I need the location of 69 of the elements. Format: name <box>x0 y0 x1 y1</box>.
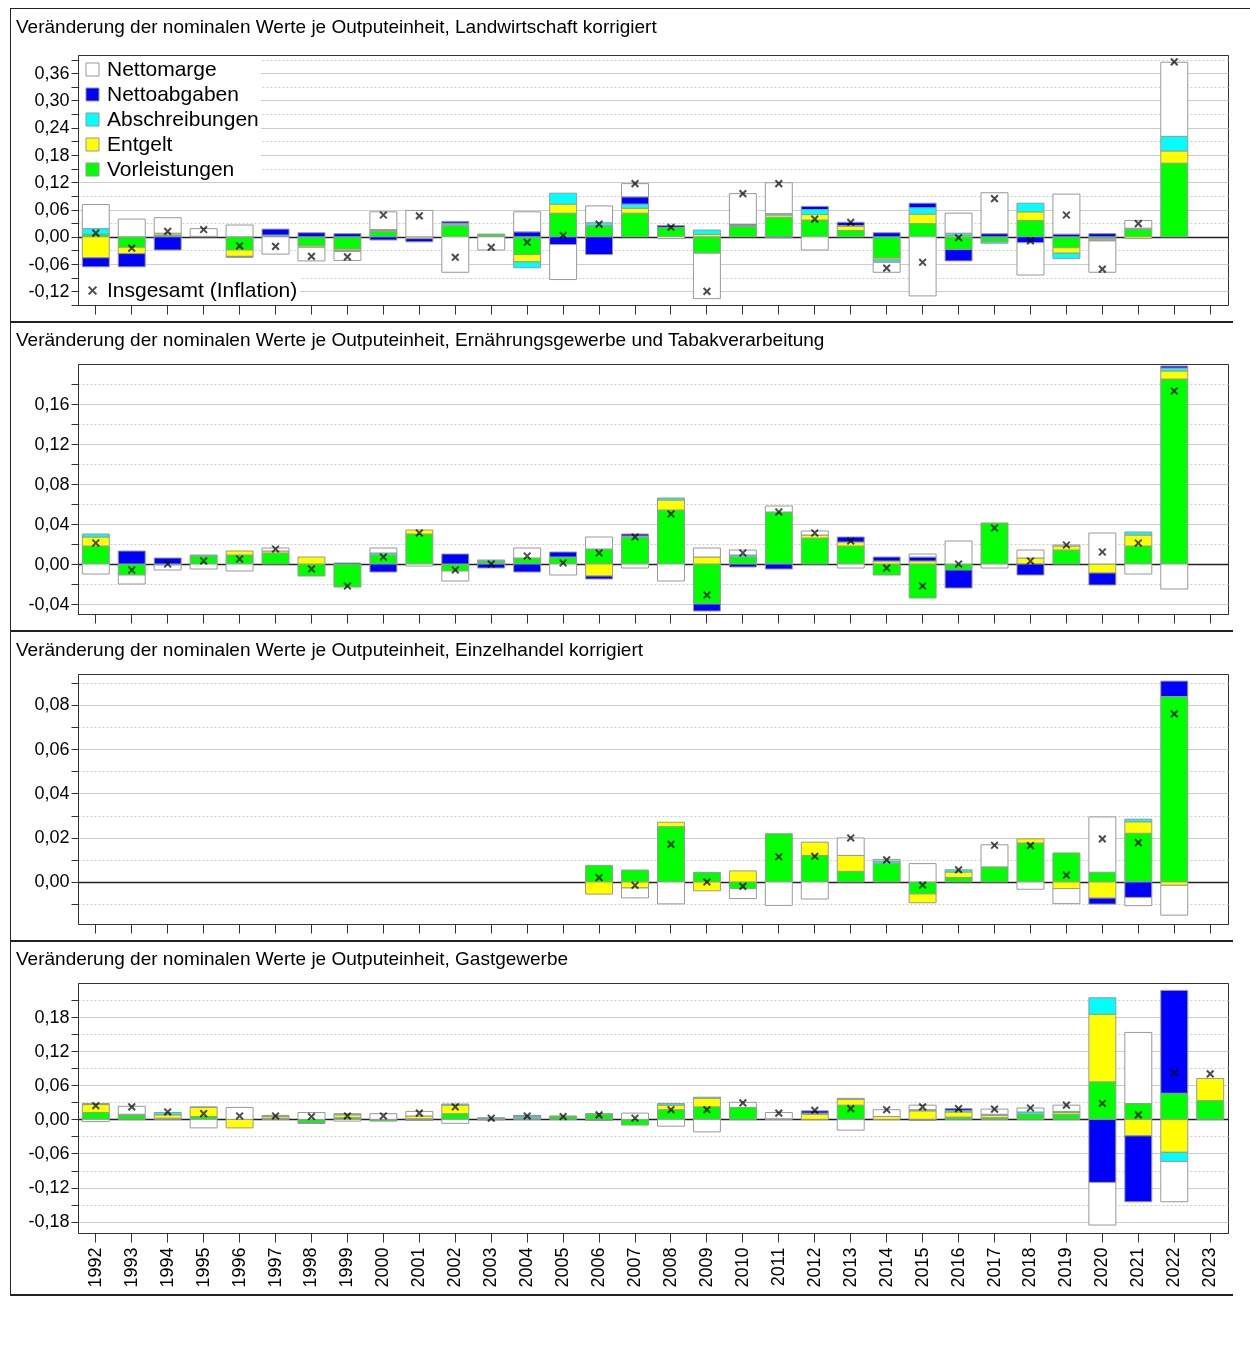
y-tick-label: 0,00 <box>34 871 70 892</box>
y-tick-label: 0,04 <box>34 782 70 803</box>
x-tick-label: 1992 <box>84 1247 105 1288</box>
y-tick-label: 0,00 <box>34 553 70 574</box>
y-tick-label: 0,08 <box>34 694 70 715</box>
y-tick-label: 0,12 <box>34 1040 70 1061</box>
x-tick-label: 2013 <box>839 1247 860 1288</box>
x-tick-label: 1995 <box>192 1247 213 1288</box>
y-tick-label: 0,04 <box>34 513 70 534</box>
y-tick-label: 0,24 <box>34 117 70 138</box>
x-tick-label: 1996 <box>228 1247 249 1288</box>
x-tick-label: 2022 <box>1163 1247 1184 1288</box>
y-tick-label: 0,36 <box>34 62 70 83</box>
x-tick-label: 2018 <box>1019 1247 1040 1288</box>
chart-title: Veränderung der nominalen Werte je Outputeinheit, Gastgewerbe <box>16 948 569 969</box>
y-tick-label: -0,06 <box>28 253 70 274</box>
y-tick-label: -0,12 <box>28 280 70 301</box>
legend-label: Nettomarge <box>107 56 217 80</box>
x-tick-label: 2008 <box>659 1247 680 1288</box>
x-tick-label: 1997 <box>264 1247 285 1288</box>
y-tick-label: 0,00 <box>34 226 70 247</box>
y-tick-label: 0,12 <box>34 171 70 192</box>
x-tick-label: 1999 <box>336 1247 357 1288</box>
y-tick-label: 0,30 <box>34 89 70 110</box>
x-tick-label: 2000 <box>372 1247 393 1288</box>
x-tick-label: 2001 <box>408 1247 429 1288</box>
x-tick-label: 2014 <box>875 1247 896 1288</box>
legend-label: Insgesamt (Inflation) <box>107 277 298 301</box>
x-tick-label: 2015 <box>911 1247 932 1288</box>
x-tick-label: 2017 <box>983 1247 1004 1288</box>
y-tick-label: 0,06 <box>34 738 70 759</box>
y-tick-label: 0,00 <box>34 1108 70 1129</box>
x-tick-label: 1994 <box>156 1247 177 1288</box>
legend-label: Abschreibungen <box>107 106 259 130</box>
y-tick-label: 0,02 <box>34 827 70 848</box>
x-tick-label: 1993 <box>120 1247 141 1288</box>
y-tick-label: 0,18 <box>34 144 70 165</box>
y-tick-label: -0,12 <box>28 1177 70 1198</box>
legend-label: Nettoabgaben <box>107 81 239 105</box>
y-tick-label: -0,06 <box>28 1142 70 1163</box>
chart-title: Veränderung der nominalen Werte je Outputeinheit, Landwirtschaft korrigiert <box>16 15 658 37</box>
x-tick-label: 1998 <box>300 1247 321 1288</box>
x-tick-label: 2004 <box>516 1247 537 1288</box>
x-tick-label: 2023 <box>1199 1247 1220 1288</box>
y-tick-label: 0,18 <box>34 1006 70 1027</box>
x-tick-label: 2010 <box>731 1247 752 1288</box>
x-tick-label: 2009 <box>695 1247 716 1288</box>
y-tick-label: 0,12 <box>34 433 70 454</box>
x-tick-label: 2020 <box>1091 1247 1112 1288</box>
y-tick-label: -0,18 <box>28 1211 70 1232</box>
x-tick-label: 2003 <box>480 1247 501 1288</box>
x-tick-label: 2012 <box>803 1247 824 1288</box>
x-tick-label: 2019 <box>1055 1247 1076 1288</box>
x-tick-label: 2011 <box>767 1247 788 1287</box>
x-tick-label: 2007 <box>624 1247 645 1288</box>
chart-title: Veränderung der nominalen Werte je Outputeinheit, Ernährungsgewerbe und Tabakverarbeitung <box>16 329 825 350</box>
y-tick-label: 0,06 <box>34 199 70 220</box>
x-tick-label: 2021 <box>1127 1247 1148 1288</box>
x-tick-label: 2005 <box>552 1247 573 1288</box>
y-tick-label: 0,16 <box>34 393 70 414</box>
x-tick-label: 2016 <box>947 1247 968 1288</box>
x-tick-label: 2002 <box>444 1247 465 1288</box>
chart-title: Veränderung der nominalen Werte je Outputeinheit, Einzelhandel korrigiert <box>16 638 644 660</box>
legend-label: Vorleistungen <box>107 156 235 180</box>
y-tick-label: 0,08 <box>34 473 70 494</box>
y-tick-label: 0,06 <box>34 1074 70 1095</box>
legend-label: Entgelt <box>107 131 173 155</box>
x-tick-label: 2006 <box>588 1247 609 1288</box>
y-tick-label: -0,04 <box>28 593 70 614</box>
